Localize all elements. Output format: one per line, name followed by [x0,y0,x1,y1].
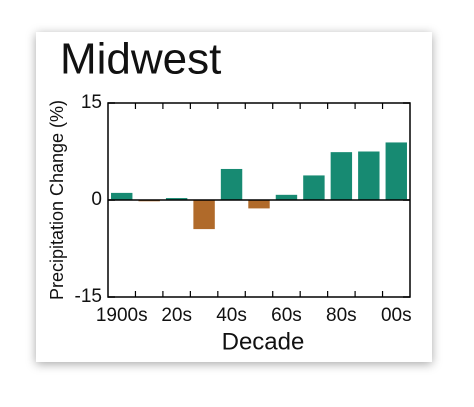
bar [275,194,298,200]
bar [385,142,407,200]
y-tick-label: 15 [81,92,102,113]
bar [330,152,353,200]
y-axis-label: Precipitation Change (%) [47,100,67,300]
x-tick-label: 60s [271,305,302,326]
x-tick-label: 00s [381,305,412,326]
x-axis-label: Decade [222,328,305,355]
y-tick-label: -15 [75,286,102,307]
bar [111,192,133,200]
x-tick-label: 80s [326,305,357,326]
y-tick-label: 0 [91,189,102,210]
bar [248,200,270,209]
bar [358,151,380,200]
bar [193,200,215,230]
x-tick-label: 1900s [96,305,148,326]
chart-title: Midwest [60,35,221,84]
plot-frame [107,102,411,298]
bar [220,168,243,200]
x-tick-label: 40s [216,305,247,326]
x-tick-label: 20s [161,305,192,326]
bar [165,198,188,200]
bar [303,175,325,200]
